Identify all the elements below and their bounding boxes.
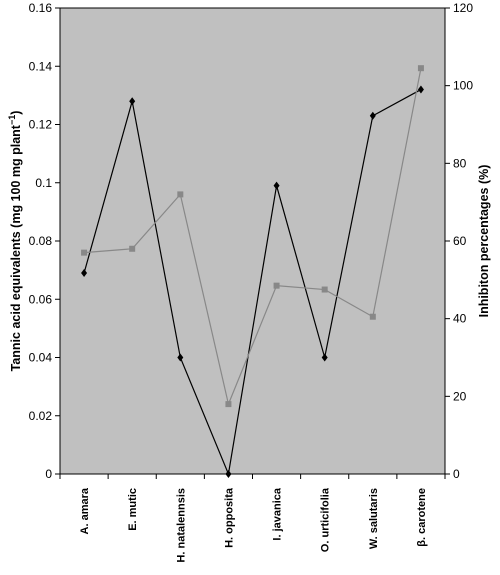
x-axis: A. amara E. mutic H. natalennsis H. opposit… — [59, 474, 446, 563]
right-tick-label: 100 — [453, 79, 473, 93]
category-label: H. natalennsis — [175, 488, 187, 563]
left-axis-title: Tannic acid equivalents (mg 100 mg plant… — [7, 111, 23, 372]
left-axis-title-superscript: −1 — [7, 115, 17, 125]
category-label: E. mutic — [127, 488, 139, 531]
left-axis-title-main: Tannic acid equivalents (mg 100 mg plant — [9, 124, 23, 371]
data-point-diamond — [369, 111, 376, 120]
right-tick-label: 40 — [453, 312, 467, 326]
category-label: β. carotene — [416, 488, 428, 547]
left-tick-label: 0.08 — [29, 234, 53, 248]
left-tick-label: 0.1 — [35, 176, 52, 190]
data-point-diamond — [129, 97, 136, 106]
right-axis-title: Inhibiton percentages (%) — [477, 165, 491, 318]
data-point-square — [321, 286, 328, 293]
left-tick-label: 0.16 — [29, 1, 53, 15]
data-point-diamond — [273, 181, 280, 190]
data-point-square — [417, 65, 424, 72]
right-tick-label: 120 — [453, 1, 473, 15]
data-point-square — [369, 313, 376, 320]
data-point-diamond — [417, 85, 424, 94]
right-tick-label: 0 — [453, 467, 460, 481]
series-layer — [81, 65, 424, 478]
data-point-square — [273, 282, 280, 289]
right-tick-label: 60 — [453, 234, 467, 248]
series-line-2 — [84, 68, 422, 407]
data-point-diamond — [225, 470, 232, 478]
left-tick-label: 0.02 — [29, 409, 53, 423]
data-point-square — [81, 249, 88, 256]
category-label: A. amara — [79, 487, 91, 534]
category-label: H. opposita — [223, 487, 235, 548]
series-line-1 — [83, 89, 422, 477]
left-tick-label: 0 — [45, 467, 52, 481]
right-y-axis: 0 20 40 60 80 100 120 — [445, 1, 473, 481]
data-point-diamond — [81, 269, 88, 278]
data-point-square — [129, 245, 136, 252]
left-axis-title-suffix: ) — [9, 111, 23, 115]
data-point-diamond — [321, 353, 328, 362]
category-label: W. salutaris — [368, 488, 380, 549]
left-tick-label: 0.14 — [29, 59, 53, 73]
plot-area — [59, 7, 446, 475]
right-tick-label: 80 — [453, 156, 467, 170]
data-point-square — [225, 401, 232, 408]
data-point-diamond — [177, 353, 184, 362]
right-tick-label: 20 — [453, 389, 467, 403]
left-tick-label: 0.04 — [29, 351, 53, 365]
category-label: O. urticifolia — [320, 487, 332, 552]
left-tick-label: 0.06 — [29, 292, 53, 306]
left-tick-label: 0.12 — [29, 118, 53, 132]
data-point-square — [177, 191, 184, 198]
left-y-axis: 0 0.02 0.04 0.06 0.08 0.1 0.12 0.14 0.16 — [29, 1, 60, 481]
category-label: I. javanica — [272, 487, 284, 540]
